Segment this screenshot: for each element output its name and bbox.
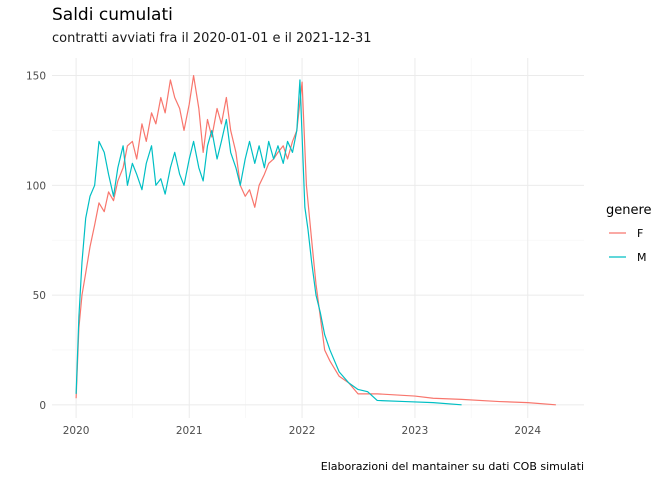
y-axis-ticks: 0 50 100 150 <box>26 71 46 412</box>
y-tick-label: 100 <box>26 180 46 192</box>
y-tick-label: 150 <box>26 71 46 83</box>
series-line-m <box>75 79 462 406</box>
series-line-f <box>75 74 556 406</box>
legend-title: genere <box>606 203 652 218</box>
x-tick-label: 2021 <box>176 425 203 437</box>
chart-title: Saldi cumulati <box>52 5 173 25</box>
x-tick-label: 2023 <box>402 425 429 437</box>
x-tick-label: 2022 <box>289 425 316 437</box>
y-tick-label: 50 <box>33 290 46 302</box>
legend-label-m: M <box>637 251 647 264</box>
chart-caption: Elaborazioni del mantainer su dati COB s… <box>321 460 584 473</box>
legend-label-f: F <box>637 227 643 240</box>
x-tick-label: 2024 <box>514 425 541 437</box>
x-axis-ticks: 2020 2021 2022 2023 2024 <box>63 425 542 437</box>
legend: genere F M <box>606 203 652 264</box>
series-lines <box>75 74 556 406</box>
y-tick-label: 0 <box>39 400 46 412</box>
grid <box>52 58 584 418</box>
chart-subtitle: contratti avviati fra il 2020-01-01 e il… <box>52 31 372 46</box>
x-tick-label: 2020 <box>63 425 90 437</box>
